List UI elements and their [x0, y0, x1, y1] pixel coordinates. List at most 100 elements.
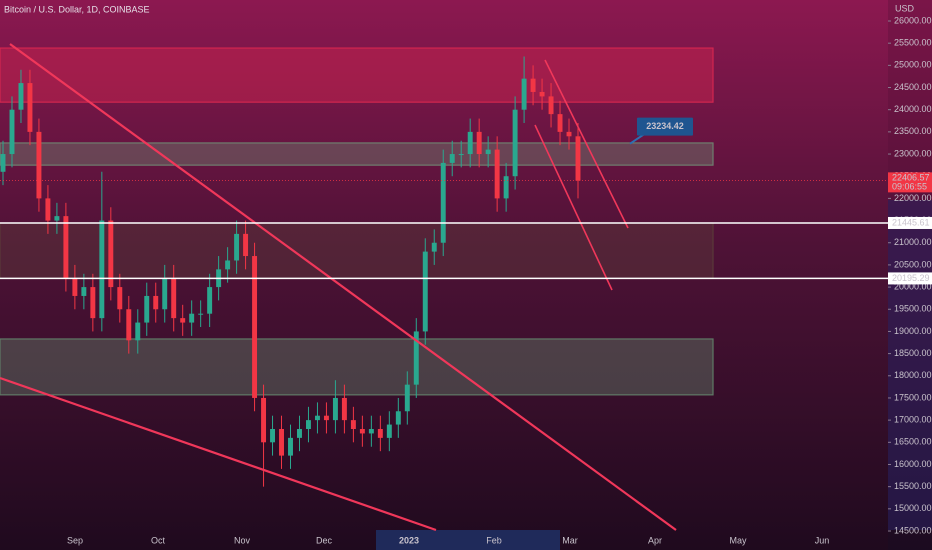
candle-body: [341, 397, 347, 421]
candle-body: [530, 78, 536, 92]
candle-body: [27, 83, 33, 132]
candle-body: [54, 216, 60, 221]
candle-body: [350, 420, 356, 429]
y-tick-label: 24000.00: [894, 104, 932, 114]
candle-body: [431, 242, 437, 252]
candle-body: [279, 429, 284, 456]
last-price-label: 22406.57: [892, 173, 930, 183]
candle-body: [548, 96, 554, 115]
x-tick-label: Dec: [316, 535, 333, 545]
candle-body: [503, 176, 509, 199]
candle-body: [36, 131, 42, 199]
y-tick-label: 16500.00: [894, 437, 932, 447]
candle-body: [126, 309, 132, 341]
candle-body: [422, 251, 428, 332]
level-label: 21445.61: [892, 217, 930, 227]
candle-body: [99, 220, 105, 319]
candle-body: [440, 162, 446, 243]
y-tick-label: 25500.00: [894, 38, 932, 48]
candle-body: [270, 429, 276, 443]
candle-body: [386, 424, 392, 438]
level-label: 20195.29: [892, 273, 930, 283]
candle-body: [180, 318, 186, 323]
y-tick-label: 16000.00: [894, 459, 932, 469]
candle-body: [368, 429, 374, 434]
candle-body: [144, 295, 150, 323]
candle-body: [449, 154, 455, 163]
y-tick-label: 15500.00: [894, 481, 932, 491]
callout-label: 23234.42: [646, 121, 684, 131]
candle-body: [395, 411, 401, 425]
candle-body: [252, 256, 258, 398]
price-zone: [0, 47, 714, 103]
candle-body: [575, 136, 581, 181]
candle-body: [153, 295, 159, 310]
y-tick-label: 21000.00: [894, 237, 932, 247]
candle-body: [9, 109, 15, 155]
candle-body: [305, 420, 311, 429]
x-tick-label: Apr: [648, 535, 662, 545]
candle-body: [171, 278, 177, 319]
y-tick-label: 17000.00: [894, 415, 932, 425]
trend-line: [544, 59, 629, 229]
y-tick-label: 18500.00: [894, 348, 932, 358]
countdown-label: 09:06:55: [892, 182, 927, 192]
y-tick-label: 19500.00: [894, 304, 932, 314]
currency-label: USD: [895, 3, 915, 13]
candle-body: [413, 331, 419, 385]
candle-body: [557, 114, 563, 132]
candle-body: [539, 91, 545, 97]
candle-body: [476, 131, 482, 155]
candle-body: [198, 313, 204, 315]
x-tick-label: Oct: [151, 535, 166, 545]
price-zone: [0, 338, 714, 396]
y-tick-label: 20500.00: [894, 259, 932, 269]
candle-body: [521, 78, 527, 110]
price-zone: [0, 222, 714, 280]
axis-highlight: [888, 200, 932, 530]
candle-body: [494, 149, 500, 199]
level-tag: [888, 216, 932, 229]
date-range-highlight: [376, 530, 560, 550]
candle-body: [135, 322, 141, 341]
candle-body: [297, 429, 302, 438]
y-tick-label: 22000.00: [894, 193, 932, 203]
candle-body: [207, 287, 213, 314]
y-tick-label: 24500.00: [894, 82, 932, 92]
x-tick-label: Mar: [562, 535, 578, 545]
candle-body: [90, 287, 96, 319]
trend-line: [9, 43, 677, 531]
chart-title: Bitcoin / U.S. Dollar, 1D, COINBASE: [4, 4, 150, 14]
x-tick-label: Sep: [67, 535, 83, 545]
x-tick-label: Nov: [234, 535, 251, 545]
candle-body: [458, 154, 464, 156]
candle-body: [18, 83, 24, 110]
candle-body: [162, 278, 168, 310]
x-tick-label: Jun: [815, 535, 830, 545]
candle-body: [0, 154, 6, 172]
candle-body: [359, 429, 365, 434]
y-tick-label: 26000.00: [894, 15, 932, 25]
level-tag: [888, 272, 932, 285]
y-tick-label: 18000.00: [894, 370, 932, 380]
candle-body: [404, 384, 410, 412]
x-tick-label: Feb: [486, 535, 502, 545]
trend-line: [0, 376, 437, 532]
y-tick-label: 17500.00: [894, 392, 932, 402]
candle-body: [288, 437, 293, 456]
y-tick-label: 14500.00: [894, 525, 932, 535]
candle-body: [485, 149, 491, 155]
candle-body: [377, 429, 383, 438]
candle-body: [332, 397, 338, 421]
candle-body: [323, 415, 329, 421]
candle-body: [467, 131, 473, 155]
candle-body: [72, 278, 78, 296]
candle-body: [63, 216, 69, 279]
y-tick-label: 23000.00: [894, 148, 932, 158]
trend-line: [534, 124, 613, 291]
candle-body: [566, 131, 572, 137]
candle-body: [225, 260, 231, 270]
